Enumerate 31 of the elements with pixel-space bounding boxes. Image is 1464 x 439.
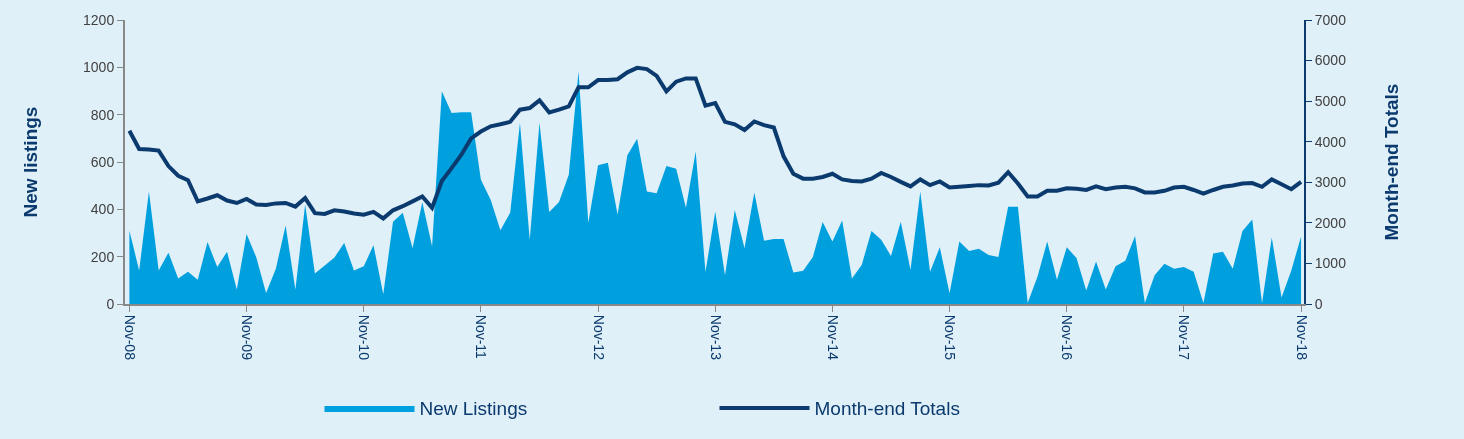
y2-tick-label: 0 [1314, 295, 1323, 312]
x-tick-label: Nov-08 [121, 314, 138, 361]
x-tick-label: Nov-17 [1176, 314, 1193, 361]
y2-tick-label: 3000 [1314, 174, 1347, 191]
x-tick-label: Nov-09 [239, 314, 256, 361]
y2-tick-label: 2000 [1314, 214, 1347, 231]
x-tick-label: Nov-13 [707, 314, 724, 361]
x-tick-label: Nov-14 [824, 314, 841, 361]
x-tick-label: Nov-16 [1059, 314, 1076, 361]
y2-tick-label: 1000 [1314, 255, 1347, 272]
y2-axis-title: Month-end Totals [1381, 83, 1403, 241]
y-tick-label: 0 [106, 295, 115, 312]
y-tick-label: 400 [90, 201, 115, 218]
y2-tick-label: 6000 [1314, 52, 1347, 69]
y-tick-label: 200 [90, 248, 115, 265]
y2-tick-label: 7000 [1314, 11, 1347, 28]
x-tick-label: Nov-15 [942, 314, 959, 361]
y-tick-label: 800 [90, 106, 115, 123]
legend-label: New Listings [419, 398, 528, 420]
y-axis-title: New listings [20, 106, 42, 218]
y2-tick-label: 4000 [1314, 133, 1347, 150]
y-tick-label: 600 [90, 153, 115, 170]
x-tick-label: Nov-11 [473, 314, 490, 360]
y-tick-label: 1000 [83, 59, 115, 76]
line-series [127, 65, 1304, 221]
x-tick-label: Nov-10 [356, 314, 373, 361]
legend-label: Month-end Totals [814, 398, 960, 420]
x-tick-label: Nov-18 [1293, 314, 1310, 361]
x-tick-label: Nov-12 [590, 314, 607, 361]
y-tick-label: 1200 [83, 11, 115, 28]
y2-tick-label: 5000 [1314, 93, 1347, 110]
